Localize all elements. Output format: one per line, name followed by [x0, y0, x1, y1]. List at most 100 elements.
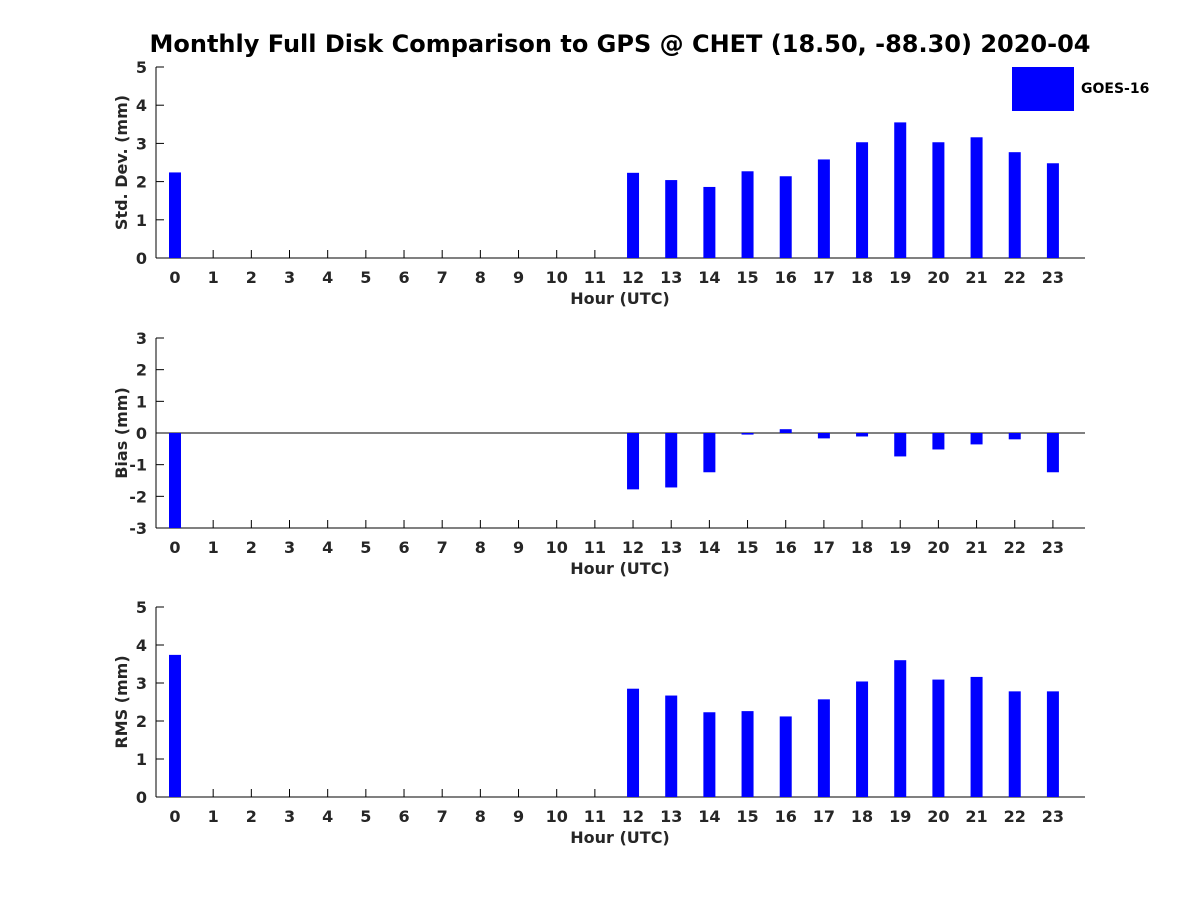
x-tick-label: 18 — [851, 268, 873, 287]
x-tick-label: 21 — [965, 807, 987, 826]
y-tick-label: 1 — [136, 392, 147, 411]
x-tick-label: 6 — [398, 538, 409, 557]
x-tick-label: 17 — [813, 807, 835, 826]
x-tick-label: 23 — [1042, 268, 1064, 287]
bar — [169, 654, 181, 797]
x-tick-label: 1 — [208, 538, 219, 557]
x-tick-label: 18 — [851, 538, 873, 557]
bar — [970, 676, 983, 797]
bar — [932, 142, 945, 258]
x-tick-label: 3 — [284, 538, 295, 557]
x-axis-label: Hour (UTC) — [570, 828, 670, 847]
bar — [665, 180, 678, 258]
x-tick-label: 23 — [1042, 538, 1064, 557]
x-tick-label: 12 — [622, 807, 644, 826]
y-tick-label: 4 — [136, 96, 147, 115]
x-tick-label: 20 — [927, 538, 949, 557]
bar — [169, 433, 181, 528]
x-tick-label: 10 — [546, 268, 568, 287]
bar — [932, 433, 945, 450]
y-tick-label: 0 — [136, 424, 147, 443]
y-tick-label: -2 — [129, 487, 147, 506]
y-axis-label: Bias (mm) — [112, 387, 131, 479]
bar — [1008, 152, 1021, 258]
bar — [817, 699, 830, 797]
x-tick-label: 1 — [208, 807, 219, 826]
bar — [779, 716, 792, 797]
bar — [703, 433, 716, 473]
y-axis-label: RMS (mm) — [112, 655, 131, 748]
x-tick-label: 16 — [775, 538, 797, 557]
x-tick-label: 5 — [360, 268, 371, 287]
bar — [856, 681, 869, 797]
x-tick-label: 6 — [398, 268, 409, 287]
x-tick-label: 6 — [398, 807, 409, 826]
x-axis-label: Hour (UTC) — [570, 559, 670, 578]
x-tick-label: 11 — [584, 538, 606, 557]
x-tick-label: 10 — [546, 538, 568, 557]
bar — [703, 712, 716, 797]
x-tick-label: 19 — [889, 807, 911, 826]
x-tick-label: 8 — [475, 268, 486, 287]
x-tick-label: 4 — [322, 807, 333, 826]
bar — [741, 171, 754, 258]
x-tick-label: 19 — [889, 268, 911, 287]
x-tick-label: 22 — [1004, 268, 1026, 287]
x-tick-label: 13 — [660, 268, 682, 287]
x-tick-label: 23 — [1042, 807, 1064, 826]
x-tick-label: 10 — [546, 807, 568, 826]
y-tick-label: -3 — [129, 519, 147, 538]
bar — [779, 176, 792, 258]
x-tick-label: 11 — [584, 268, 606, 287]
bar — [894, 122, 907, 258]
x-tick-label: 0 — [169, 538, 180, 557]
x-tick-label: 21 — [965, 268, 987, 287]
x-tick-label: 9 — [513, 807, 524, 826]
bar — [970, 433, 983, 445]
x-tick-label: 19 — [889, 538, 911, 557]
x-tick-label: 2 — [246, 538, 257, 557]
y-tick-label: 2 — [136, 173, 147, 192]
bar — [665, 695, 678, 797]
x-tick-label: 3 — [284, 807, 295, 826]
bar — [894, 660, 907, 797]
x-tick-label: 1 — [208, 268, 219, 287]
x-tick-label: 7 — [437, 268, 448, 287]
x-tick-label: 20 — [927, 268, 949, 287]
bar — [817, 433, 830, 439]
bar — [169, 172, 181, 258]
bar — [779, 429, 792, 433]
bar — [741, 711, 754, 797]
y-tick-label: 3 — [136, 329, 147, 348]
bar — [627, 172, 640, 258]
y-tick-label: 0 — [136, 249, 147, 268]
bar — [856, 433, 869, 437]
y-tick-label: 4 — [136, 636, 147, 655]
legend: GOES-16 — [1012, 67, 1162, 113]
y-tick-label: 5 — [136, 58, 147, 77]
x-tick-label: 15 — [736, 268, 758, 287]
bar — [1046, 433, 1059, 473]
x-tick-label: 7 — [437, 538, 448, 557]
x-tick-label: 3 — [284, 268, 295, 287]
x-tick-label: 12 — [622, 538, 644, 557]
x-tick-label: 12 — [622, 268, 644, 287]
x-tick-label: 21 — [965, 538, 987, 557]
y-tick-label: 3 — [136, 134, 147, 153]
x-tick-label: 18 — [851, 807, 873, 826]
legend-label: GOES-16 — [1081, 81, 1150, 97]
legend-swatch — [1012, 67, 1074, 111]
x-tick-label: 15 — [736, 538, 758, 557]
y-tick-label: 2 — [136, 712, 147, 731]
x-tick-label: 20 — [927, 807, 949, 826]
bar — [1046, 691, 1059, 797]
x-tick-label: 17 — [813, 538, 835, 557]
x-tick-label: 5 — [360, 807, 371, 826]
x-tick-label: 2 — [246, 268, 257, 287]
bar — [703, 186, 716, 258]
x-tick-label: 0 — [169, 807, 180, 826]
bar — [817, 159, 830, 258]
x-tick-label: 13 — [660, 538, 682, 557]
bar — [665, 433, 678, 488]
